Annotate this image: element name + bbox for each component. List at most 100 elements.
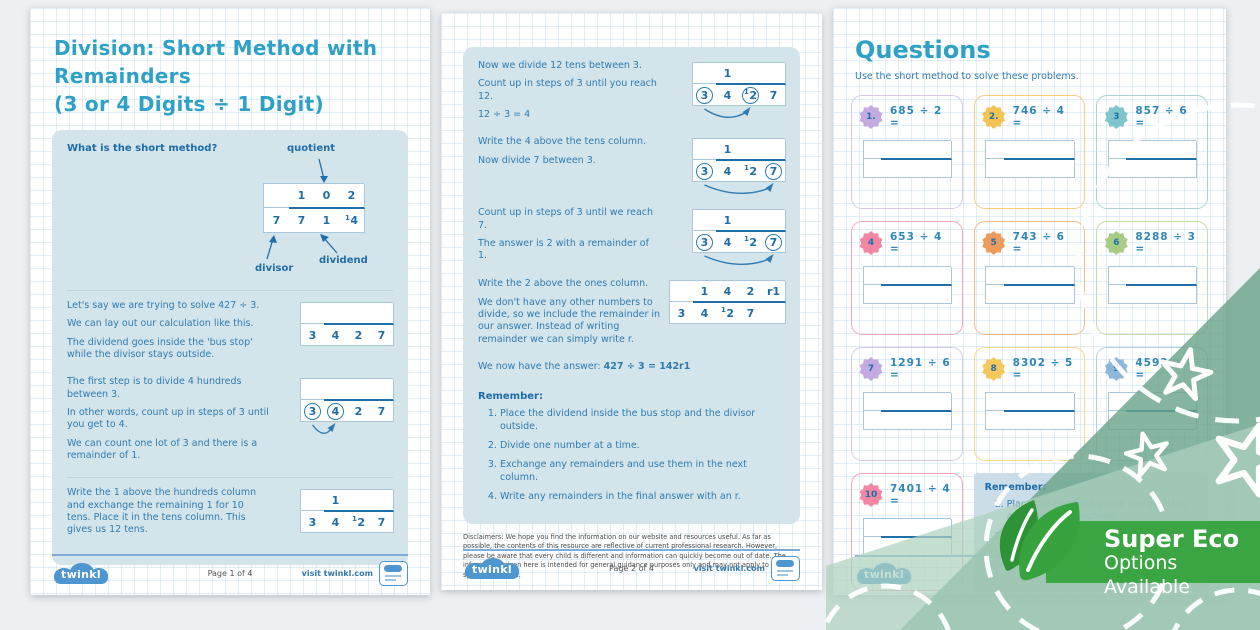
grid-cell	[1021, 141, 1040, 160]
grid-cell	[1161, 412, 1180, 430]
grid-cell	[301, 303, 325, 324]
grid-cell: 4	[693, 303, 717, 325]
dividend-label: dividend	[319, 255, 368, 266]
question-equation: 653 ÷ 4 =	[890, 231, 943, 255]
grid-cell	[1003, 141, 1023, 160]
question-number-badge: 7	[859, 357, 883, 381]
grid-cell	[1056, 412, 1075, 430]
grid-cell: 1	[716, 210, 740, 233]
grid-cell	[347, 490, 371, 513]
paragraph: Write the 4 above the tens column.	[478, 136, 647, 148]
grid-cell: 7	[370, 401, 394, 423]
questions-subtitle: Use the short method to solve these prob…	[855, 71, 1079, 82]
grid-cell	[1021, 160, 1040, 178]
grid-cell	[301, 379, 325, 401]
paragraph: We can lay out our calculation like this…	[67, 318, 254, 330]
grid-cell: 4	[716, 232, 740, 254]
grid-cell: 7	[762, 85, 786, 106]
page-number: Page 2 of 4	[609, 564, 654, 573]
remember-item: Write any remainders in the final answer…	[500, 491, 785, 503]
grid-cell	[1161, 160, 1180, 178]
grid-cell	[1161, 393, 1180, 412]
leaf-icon	[999, 500, 1080, 581]
grid-cell: 4	[716, 281, 740, 304]
circled-digit: 3	[304, 402, 321, 420]
question-number-badge: 9	[1104, 357, 1128, 381]
grid-cell: 4	[324, 512, 348, 534]
visit-link: visit twinkl.com	[693, 564, 765, 573]
grid-cell	[1126, 160, 1145, 178]
paragraph: We don't have any other numbers to divid…	[478, 296, 661, 345]
grid-cell: r1	[762, 281, 786, 304]
explainer-block: Count up in steps of 3 until we reach 7.…	[478, 207, 786, 269]
grid-cell	[1038, 286, 1058, 304]
question-number-badge: 10	[859, 483, 883, 507]
bus-stop-grid	[985, 392, 1075, 430]
bus-stop-grid	[862, 392, 953, 430]
grid-cell	[916, 286, 935, 304]
question-equation: 4593 ÷ 8 =	[1135, 357, 1196, 381]
grid-cell	[898, 267, 918, 286]
grid-cell: 3	[301, 512, 326, 534]
grid-cell	[1126, 286, 1145, 304]
grid-cell: 1	[289, 184, 315, 209]
explainer-box-2: Now we divide 12 tens between 3. Count up…	[463, 47, 800, 524]
grid-cell: 2	[739, 281, 763, 304]
grid-cell	[933, 412, 953, 430]
grid-cell: 3	[693, 85, 718, 106]
question-number-badge: 5	[982, 231, 1006, 255]
bus-stop-grid	[985, 266, 1075, 304]
page-title: Division: Short Method with Remainders (…	[54, 34, 406, 118]
question-card-9: 9 4593 ÷ 8 =	[1096, 347, 1208, 461]
bus-stop-grid	[862, 266, 953, 304]
grid-cell: 7	[762, 232, 786, 254]
step-arrow	[704, 183, 774, 195]
explainer-block: We now have the answer: 427 ÷ 3 = 142r1	[478, 361, 785, 379]
grid-cell	[1038, 267, 1058, 286]
grid-cell	[898, 393, 918, 412]
question-equation: 8302 ÷ 5 =	[1012, 357, 1074, 381]
explainer-block: Write the 2 above the ones column. We don…	[478, 278, 786, 352]
title-line-2: (3 or 4 Digits ÷ 1 Digit)	[54, 92, 324, 116]
grid-cell: 4	[716, 85, 740, 106]
worksheet-page-2: Now we divide 12 tens between 3. Count up…	[441, 13, 822, 590]
grid-cell	[739, 210, 763, 233]
question-equation: 857 ÷ 6 =	[1135, 105, 1188, 129]
grid-cell: 2	[347, 325, 371, 346]
grid-cell	[916, 538, 935, 556]
question-equation: 7401 ÷ 4 =	[890, 483, 951, 507]
paragraph: Write the 2 above the ones column.	[478, 278, 649, 290]
grid-cell	[1143, 141, 1163, 160]
quality-badge	[770, 556, 800, 581]
grid-cell: 1	[324, 490, 348, 513]
grid-cell	[739, 63, 763, 85]
question-number-badge: 2.	[982, 105, 1006, 129]
question-card-6: 6 8288 ÷ 3 =	[1096, 221, 1208, 335]
remember-item: Place the dividend inside the bus stop a…	[500, 408, 785, 433]
grid-cell: 2	[339, 184, 365, 209]
grid-cell	[1021, 412, 1040, 430]
grid-cell	[1021, 286, 1040, 304]
bus-stop-grid	[985, 140, 1075, 178]
grid-cell	[1003, 267, 1023, 286]
paragraph: Count up in steps of 3 until you reach 1…	[478, 78, 657, 102]
grid-cell	[898, 538, 918, 556]
grid-cell: 3	[301, 325, 326, 346]
paragraph: Let's say we are trying to solve 427 ÷ 3…	[67, 300, 260, 311]
question-card-2: 2. 746 ÷ 4 =	[973, 95, 1086, 209]
grid-cell	[1021, 267, 1040, 286]
grid-cell	[933, 267, 953, 286]
grid-cell	[1143, 393, 1163, 412]
grid-cell	[1003, 286, 1023, 304]
paragraph: We can count one lot of 3 and there is a…	[67, 437, 258, 462]
grid-cell	[933, 519, 953, 538]
